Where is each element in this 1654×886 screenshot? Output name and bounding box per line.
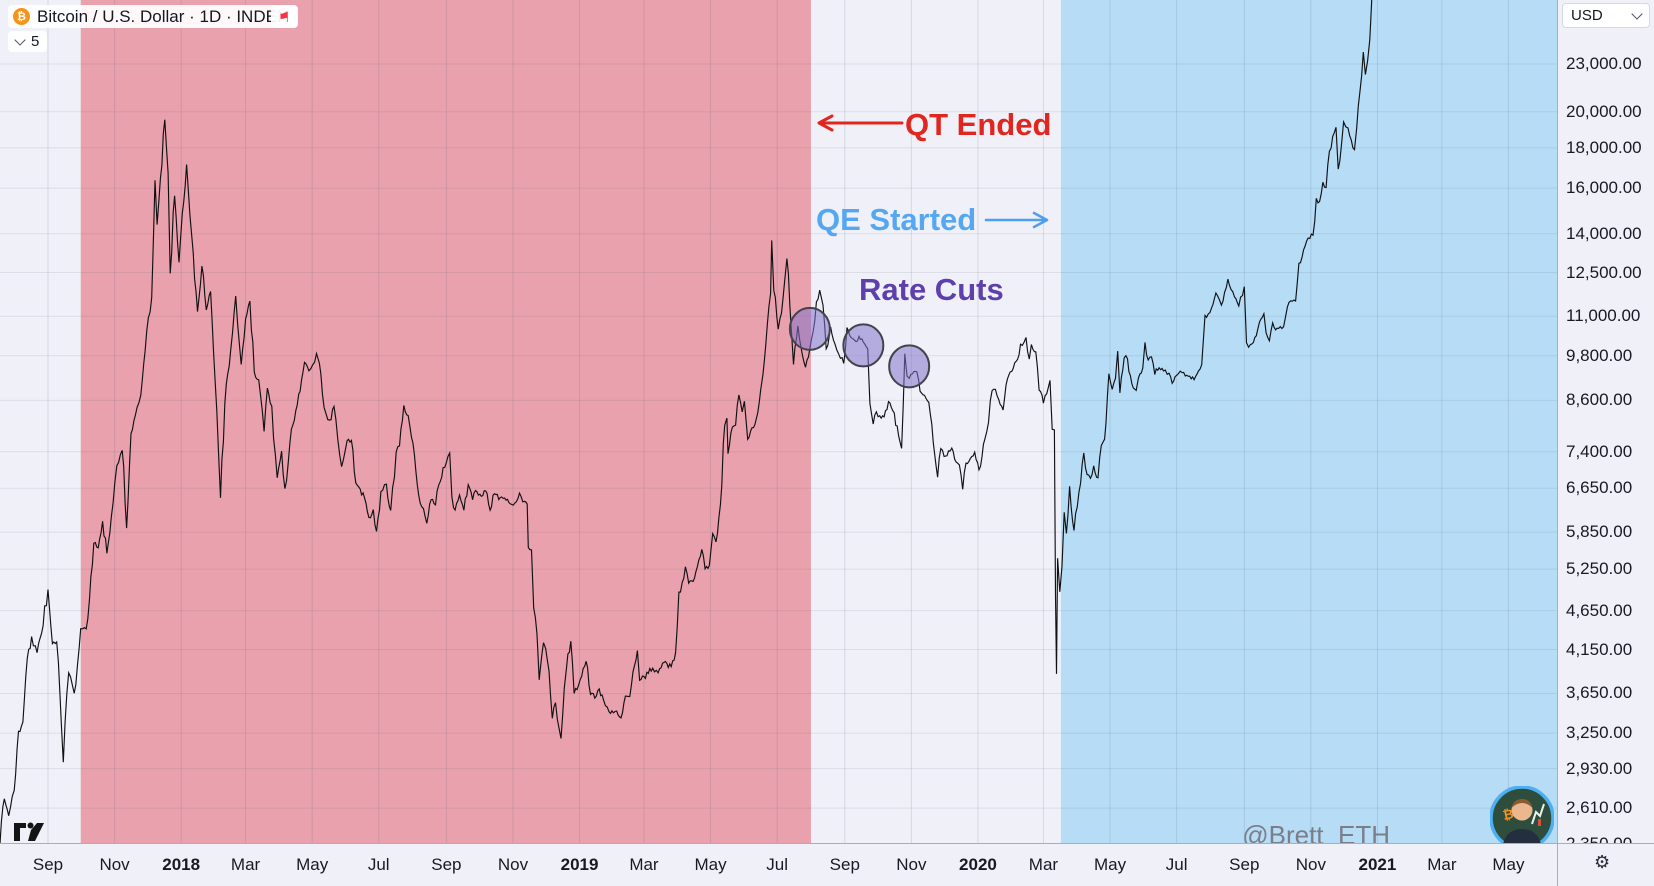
time-tick-label: Mar [629,855,659,874]
time-tick-label: Sep [431,855,462,874]
chart-plot-area[interactable]: QT Ended QE Started Rate Cuts ₿ Bitcoin … [0,0,1557,850]
time-tick-label: Mar [230,855,261,874]
price-tick-label: 12,500.00 [1566,262,1642,282]
time-tick-label: Sep [1229,855,1260,874]
price-chart-svg[interactable] [0,0,1557,843]
time-tick-label: Nov [99,855,130,874]
symbol-legend[interactable]: ₿ Bitcoin / U.S. Dollar · 1D · INDEX [8,5,298,28]
price-line-series [0,0,1373,843]
price-axis[interactable]: USD 23,000.00 20,000.00 18,000.00 16,000.00… [1557,0,1654,853]
bitcoin-icon: ₿ [13,8,30,25]
time-tick-label: Nov [1295,855,1326,874]
qe-started-label[interactable]: QE Started [816,202,977,237]
chevron-down-icon [1631,8,1643,20]
chevron-down-icon [14,34,26,46]
time-tick-label: 2019 [560,855,599,874]
price-tick-label: 6,650.00 [1566,478,1633,498]
rate-cut-circle-1[interactable] [788,306,831,351]
grid-lines [0,0,1557,843]
time-tick-label: Mar [1028,855,1059,874]
price-tick-label: 8,600.00 [1566,390,1633,410]
time-tick-label: May [694,855,727,874]
btcusd-price-line [0,0,1373,843]
time-tick-label: Nov [497,855,529,874]
time-tick-label: May [1492,855,1525,874]
indicator-count: 5 [31,33,40,50]
time-tick-label: Sep [829,855,860,874]
time-tick-label: 2020 [959,855,997,874]
qe-period-band [1060,0,1557,843]
price-tick-label: 23,000.00 [1566,54,1642,73]
time-axis[interactable]: Sep Nov 2018 Mar May Jul Sep Nov 2019 Mar May Jul Se… [0,843,1557,886]
time-tick-label: Jul [1165,855,1188,874]
price-tick-label: 5,850.00 [1566,522,1633,542]
time-tick-label: Jul [766,855,788,874]
rate-cut-circle-2[interactable] [842,323,885,368]
indicator-count-dropdown[interactable]: 5 [8,31,48,52]
flag-icon: ⚑ [278,8,291,25]
price-tick-label: 7,400.00 [1566,441,1633,461]
flag-button[interactable]: ⚑ [271,5,298,28]
qt-period-band [80,0,811,843]
price-tick-label: 2,930.00 [1566,758,1633,778]
gear-icon[interactable]: ⚙ [1594,852,1611,872]
currency-label: USD [1571,7,1603,24]
rate-cuts-label[interactable]: Rate Cuts [859,272,1004,307]
time-tick-label: Mar [1427,855,1457,874]
price-tick-label: 3,650.00 [1566,683,1633,703]
time-tick-label: Nov [896,855,927,874]
price-tick-label: 5,250.00 [1566,559,1633,579]
price-tick-label: 2,610.00 [1566,798,1633,818]
price-tick-label: 11,000.00 [1566,306,1641,326]
rate-cut-circle-3[interactable] [888,344,931,389]
macro-period-bands [80,0,1557,843]
price-tick-label: 14,000.00 [1566,223,1642,243]
svg-text:₿: ₿ [1501,806,1514,823]
price-tick-label: 3,250.00 [1566,723,1633,743]
qt-ended-arrow[interactable] [817,114,904,132]
price-tick-label: 20,000.00 [1566,101,1642,121]
time-tick-label: Sep [32,855,64,874]
price-tick-label: 4,150.00 [1566,639,1633,659]
time-tick-label: Jul [367,855,390,874]
axis-corner: ⚙ [1557,843,1654,886]
tradingview-logo[interactable] [13,821,45,843]
rate-cut-circles[interactable] [788,306,931,389]
time-tick-label: 2018 [162,855,201,874]
avatar: ₿ [1490,786,1554,850]
currency-dropdown[interactable]: USD [1562,3,1650,28]
time-tick-label: May [1093,855,1127,874]
price-tick-label: 16,000.00 [1566,178,1642,198]
qt-ended-label[interactable]: QT Ended [905,107,1052,142]
time-tick-label: May [296,855,329,874]
symbol-title: Bitcoin / U.S. Dollar · 1D · INDEX [37,6,289,26]
qe-started-arrow[interactable] [984,211,1049,229]
price-tick-label: 4,650.00 [1566,600,1633,620]
time-tick-label: 2021 [1358,855,1397,874]
price-tick-label: 9,800.00 [1566,345,1633,365]
price-tick-label: 18,000.00 [1566,137,1642,157]
